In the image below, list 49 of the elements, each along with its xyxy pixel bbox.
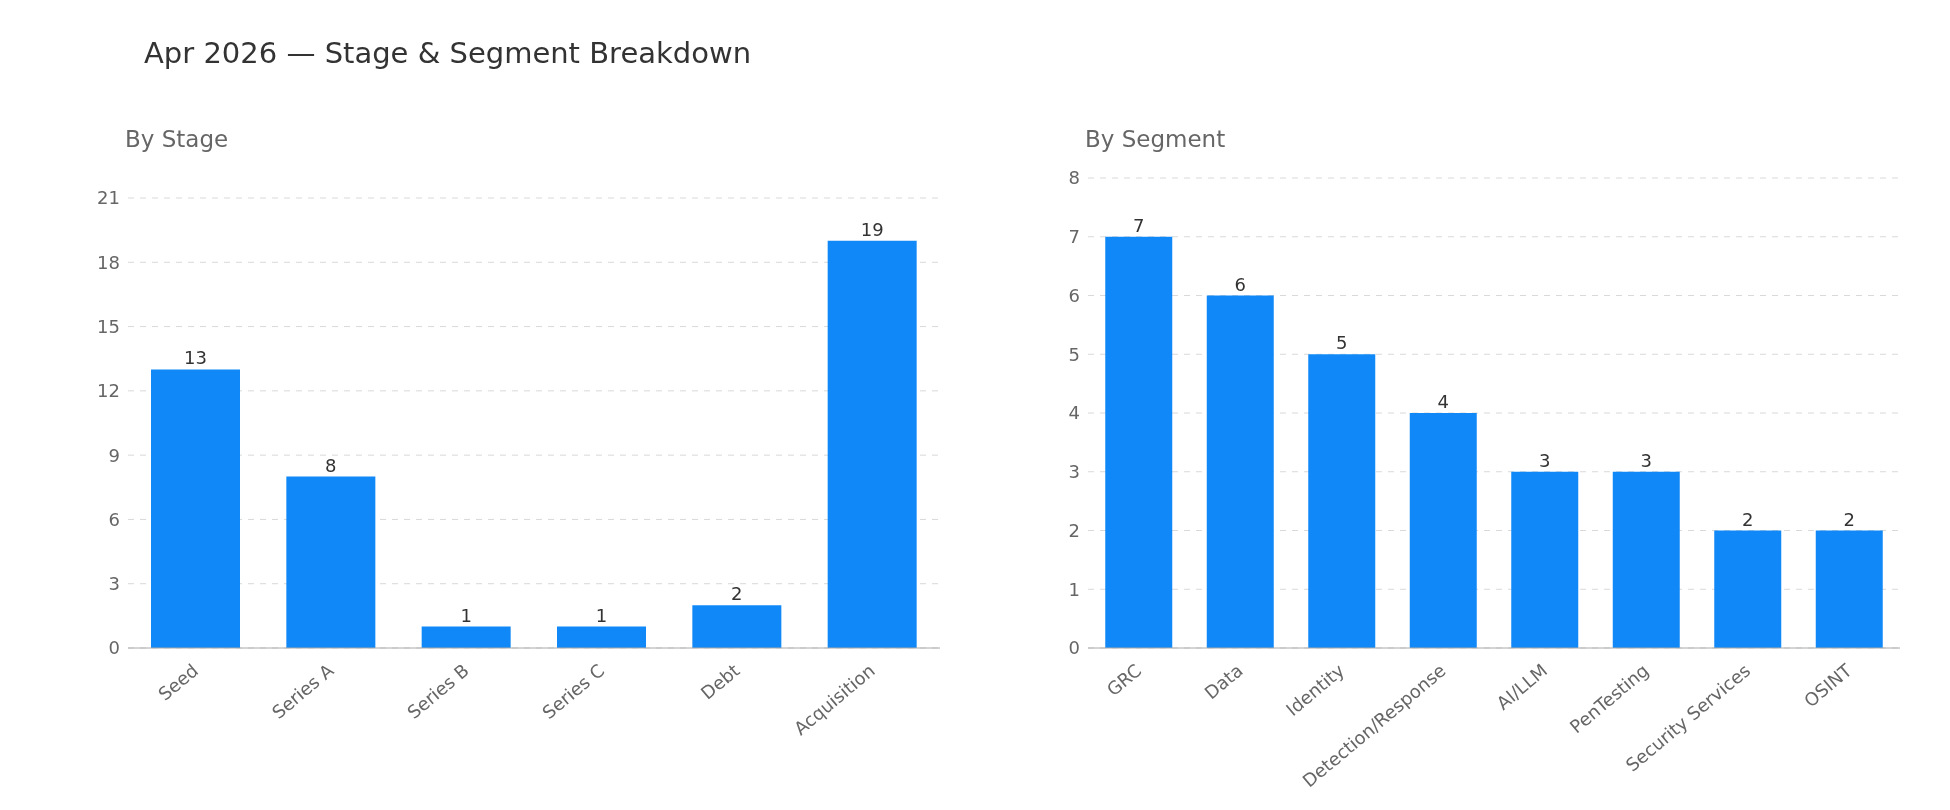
y-tick-label: 21: [97, 187, 120, 209]
x-tick-label: GRC: [1102, 659, 1146, 701]
y-tick-label: 6: [1068, 284, 1080, 306]
y-tick-label: 0: [108, 637, 120, 659]
bar: [692, 605, 782, 648]
chart-subtitle: By Segment: [1085, 126, 1226, 152]
y-tick-label: 2: [1068, 519, 1080, 541]
data-label: 7: [1133, 214, 1145, 236]
data-label: 3: [1640, 449, 1652, 471]
y-tick-label: 3: [1068, 461, 1080, 483]
bar: [557, 626, 647, 648]
data-label: 2: [731, 583, 743, 605]
bar: [827, 240, 917, 648]
bar: [1815, 530, 1883, 648]
bar: [1612, 471, 1680, 648]
bar: [151, 369, 241, 648]
y-tick-label: 12: [97, 380, 120, 402]
y-tick-label: 8: [1068, 167, 1080, 189]
data-label: 3: [1539, 449, 1551, 471]
y-tick-label: 6: [108, 508, 120, 530]
bar: [421, 626, 511, 648]
bar: [1206, 295, 1274, 648]
y-tick-label: 15: [97, 315, 120, 337]
bar: [1511, 471, 1579, 648]
chart-subtitle: By Stage: [125, 126, 229, 152]
data-label: 2: [1742, 508, 1754, 530]
data-label: 6: [1234, 273, 1246, 295]
chart-title: Apr 2026 — Stage & Segment Breakdown: [144, 36, 752, 70]
bar: [1714, 530, 1782, 648]
data-label: 4: [1437, 391, 1449, 412]
bar: [1308, 354, 1376, 648]
y-tick-label: 4: [1068, 402, 1080, 424]
data-label: 8: [325, 454, 337, 476]
y-tick-label: 0: [1068, 637, 1080, 659]
data-label: 5: [1336, 332, 1348, 354]
y-tick-label: 7: [1068, 226, 1080, 248]
y-tick-label: 5: [1068, 343, 1080, 365]
data-label: 1: [595, 604, 608, 626]
y-tick-label: 1: [1068, 578, 1080, 600]
bar: [1105, 236, 1173, 648]
bar: [1409, 413, 1477, 648]
data-label: 1: [460, 604, 472, 626]
y-tick-label: 9: [108, 444, 120, 466]
y-tick-label: 3: [108, 573, 120, 595]
bar: [286, 476, 376, 648]
y-tick-label: 18: [97, 251, 120, 273]
data-label: 2: [1843, 508, 1855, 530]
data-label: 19: [860, 218, 884, 240]
data-label: 13: [184, 347, 207, 369]
